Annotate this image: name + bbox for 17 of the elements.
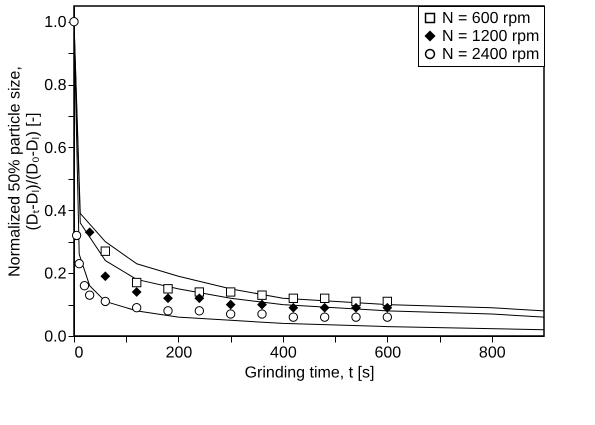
text: (Dₜ-Dₗ)/(D₀-Dₗ) [-]: [24, 112, 42, 230]
legend-label: N = 600 rpm: [442, 10, 530, 27]
x-tick-label: 800: [478, 344, 506, 362]
y-tick-label: 0.6: [44, 140, 67, 157]
legend-label: N = 2400 rpm: [442, 46, 540, 63]
y-tick-label: 0.2: [44, 266, 67, 283]
y-tick-label: 0.8: [44, 77, 67, 94]
y-tick-label: 0.0: [44, 328, 67, 346]
y-tick-label: 0.4: [44, 202, 67, 220]
legend-label: N = 1200 rpm: [442, 28, 540, 45]
y-tick-label: 1.0: [44, 14, 67, 32]
x-tick-label: 200: [166, 344, 192, 362]
x-tick-label: 0: [74, 344, 84, 362]
text: Normalized 50% particle size,: [6, 66, 24, 277]
x-tick-label: 600: [374, 344, 402, 362]
x-axis-title: Grinding time, t [s]: [244, 364, 374, 382]
x-tick-label: 400: [270, 344, 297, 362]
